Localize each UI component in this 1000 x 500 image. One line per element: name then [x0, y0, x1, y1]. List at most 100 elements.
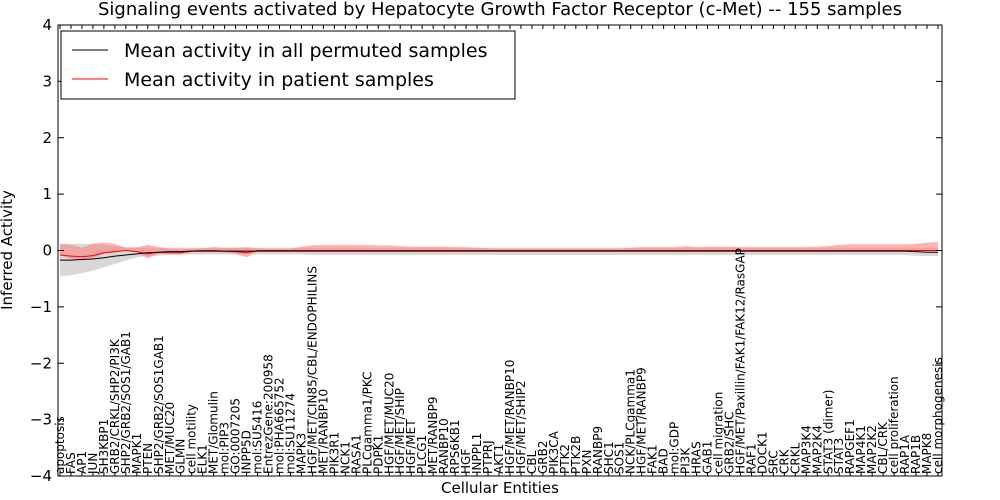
x-tick-label: AKT1 [492, 444, 506, 474]
x-tick-label: HGF/MET/CIN85/CBL/ENDOPHILINS [305, 266, 319, 474]
x-tick-label: PLCG1 [415, 435, 429, 474]
x-tick-label: SRC [766, 450, 780, 474]
x-tick-label: HGF/MET/RANBP9 [635, 367, 649, 474]
x-tick-label: CRKL [788, 442, 802, 474]
y-tick-label: 3 [42, 72, 52, 90]
x-tick-label: PTK2B [569, 436, 583, 474]
x-tick-label: HGF/MET/RANBP10 [503, 360, 517, 474]
y-tick-label: 0 [42, 242, 52, 260]
y-tick-label: 4 [42, 16, 52, 34]
x-tick-label: PIK3CA [547, 430, 561, 474]
x-tick-label: FAS [64, 452, 78, 474]
x-tick-label: cell migration [712, 392, 726, 474]
x-tick-label: RAF1 [744, 443, 758, 474]
x-tick-label: GO:0007205 [229, 398, 243, 474]
x-tick-label: JUN [86, 453, 100, 475]
plot-area [59, 242, 938, 277]
x-tick-label: HGF [459, 449, 473, 474]
x-tick-label: HGF/MET/SHIP [393, 388, 407, 474]
x-tick-label: STAT3 [832, 438, 846, 474]
x-tick-label: PLCgamma1/PKC [360, 371, 374, 474]
x-tick-label: HGF/MET/MUC20 [382, 373, 396, 474]
x-tick-label: MAP3K4 [799, 425, 813, 474]
x-tick-label: FAK1 [646, 444, 660, 474]
x-tick-label: mol:PHA665752 [273, 377, 287, 474]
x-tick-label: SOS1 [613, 442, 627, 474]
x-tick-label: INPP5D [240, 430, 254, 474]
x-tick-label: SH3KBP1 [97, 419, 111, 474]
x-tick-label: PI3K [679, 447, 693, 474]
x-tick-label: PTPRJ [481, 440, 495, 474]
x-tick-label: apoptosis [53, 416, 67, 474]
y-tick-label: −4 [30, 467, 52, 485]
legend-box [60, 30, 516, 100]
x-tick-label: ELK1 [196, 444, 210, 474]
y-axis-label: Inferred Activity [0, 190, 16, 310]
x-tick-label: HRAS [690, 441, 704, 474]
x-tick-label: SHC1 [602, 441, 616, 474]
x-tick-label: MAPK3 [294, 433, 308, 474]
legend: Mean activity in all permuted samples Me… [60, 30, 516, 100]
x-tick-label: AP1 [75, 451, 89, 474]
x-tick-label: PTK2 [558, 444, 572, 474]
x-axis-label: Cellular Entities [441, 479, 559, 497]
x-tick-label: MET/MUC20 [163, 402, 177, 474]
x-tick-label: mol:GDP [668, 422, 682, 474]
x-tick-label: MAP2K2 [865, 425, 879, 474]
x-tick-label: MET/RANBP9 [426, 397, 440, 474]
x-tick-label: cell morphogenesis [931, 357, 945, 474]
x-tick-label: STAT3 (dimer) [821, 390, 835, 474]
x-tick-label: CBL/CRK [876, 421, 890, 474]
x-tick-label: INPPL1 [470, 433, 484, 474]
x-tick-label: HGF/MET/Paxillin/FAK1/FAK12/RasGAP [734, 248, 748, 474]
x-tick-label: RAP1B [909, 435, 923, 474]
x-tick-label: MAP4K1 [854, 425, 868, 474]
x-tick-label: SHP2/GRB2/SOS1GAB1 [152, 335, 166, 474]
x-tick-label: PDPK1 [371, 435, 385, 474]
x-tick-label: mol:SU5416 [251, 401, 265, 474]
x-tick-label: PIK3R1 [327, 432, 341, 474]
x-tick-label: GRB2/SHC [723, 411, 737, 474]
x-tick-label: MET/Glomulin [207, 391, 221, 474]
x-tick-label: PTEN [141, 443, 155, 474]
x-tick-label: GLMN [174, 439, 188, 474]
x-tick-label: NCK1 [338, 441, 352, 474]
x-tick-label: NCK/PLCgamma1 [624, 369, 638, 474]
x-tick-label: MAPK1 [130, 433, 144, 474]
x-tick-label: HGF/MET/SHIP2 [514, 380, 528, 474]
x-tick-label: MAPK8 [920, 433, 934, 474]
y-tick-label: 1 [42, 185, 52, 203]
x-tick-label: SHP2/GRB2/SOS1/GAB1 [119, 331, 133, 474]
x-tick-label: RPS6KB1 [448, 419, 462, 474]
x-tick-label: cell motility [185, 404, 199, 474]
x-tick-label: RAPGEF1 [843, 419, 857, 474]
plot-frame [57, 24, 943, 477]
x-axis-ticks: apoptosisFASAP1JUNSH3KBP1GRB2/CRKL/SHP2/… [53, 25, 945, 476]
legend-label-permuted: Mean activity in all permuted samples [124, 40, 487, 62]
x-tick-label: MAP2K4 [810, 425, 824, 474]
x-tick-label: RASA1 [349, 434, 363, 474]
permuted-band [60, 243, 938, 277]
x-tick-label: MET/RANBP10 [316, 389, 330, 474]
x-tick-label: CRK [777, 448, 791, 474]
x-tick-label: mol:PIP3 [218, 422, 232, 474]
x-tick-label: RANBP9 [591, 426, 605, 474]
x-tick-label: GRB2/CRKL/SHP2/PI3K [108, 338, 122, 474]
y-tick-label: 2 [42, 129, 52, 147]
y-tick-label: −3 [30, 411, 52, 429]
x-tick-label: RANBP10 [437, 418, 451, 474]
legend-label-patient: Mean activity in patient samples [124, 69, 434, 91]
x-tick-label: mol:SU11274 [284, 393, 298, 474]
x-tick-label: PXN [580, 450, 594, 474]
y-tick-label: −1 [30, 298, 52, 316]
x-tick-label: DOCK1 [755, 431, 769, 474]
x-tick-label: cell proliferation [887, 376, 901, 474]
permuted-line [60, 250, 938, 261]
x-tick-label: GRB2 [536, 440, 550, 474]
x-tick-label: RAP1A [898, 434, 912, 474]
patient-line [59, 249, 938, 258]
x-tick-label: GAB1 [701, 441, 715, 474]
x-tick-label: CBL [525, 450, 539, 474]
x-tick-label: HGF/MET [404, 419, 418, 474]
